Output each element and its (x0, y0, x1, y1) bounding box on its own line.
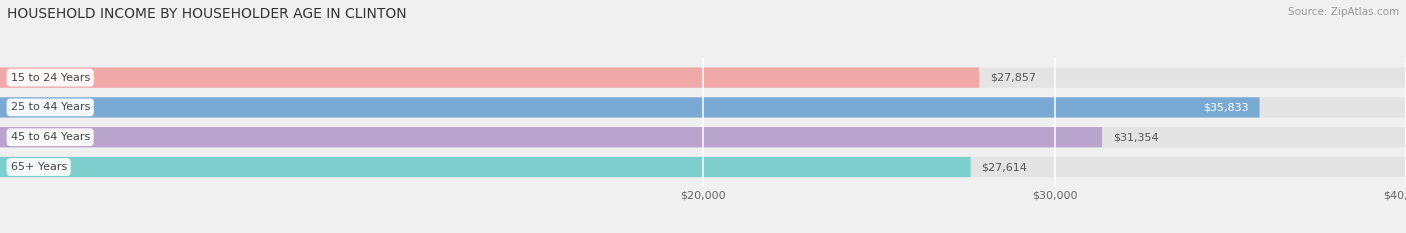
Text: $35,833: $35,833 (1204, 103, 1249, 113)
Text: Source: ZipAtlas.com: Source: ZipAtlas.com (1288, 7, 1399, 17)
Text: 65+ Years: 65+ Years (11, 162, 67, 172)
Text: 25 to 44 Years: 25 to 44 Years (11, 103, 90, 113)
FancyBboxPatch shape (0, 127, 1102, 147)
Text: 15 to 24 Years: 15 to 24 Years (11, 73, 90, 83)
FancyBboxPatch shape (0, 97, 1260, 118)
FancyBboxPatch shape (0, 68, 1406, 88)
FancyBboxPatch shape (0, 97, 1406, 118)
FancyBboxPatch shape (0, 127, 1406, 147)
Text: 45 to 64 Years: 45 to 64 Years (11, 132, 90, 142)
FancyBboxPatch shape (0, 157, 970, 177)
Text: $27,614: $27,614 (981, 162, 1026, 172)
Text: $27,857: $27,857 (990, 73, 1036, 83)
Text: $31,354: $31,354 (1112, 132, 1159, 142)
FancyBboxPatch shape (0, 157, 1406, 177)
FancyBboxPatch shape (0, 68, 979, 88)
Text: HOUSEHOLD INCOME BY HOUSEHOLDER AGE IN CLINTON: HOUSEHOLD INCOME BY HOUSEHOLDER AGE IN C… (7, 7, 406, 21)
